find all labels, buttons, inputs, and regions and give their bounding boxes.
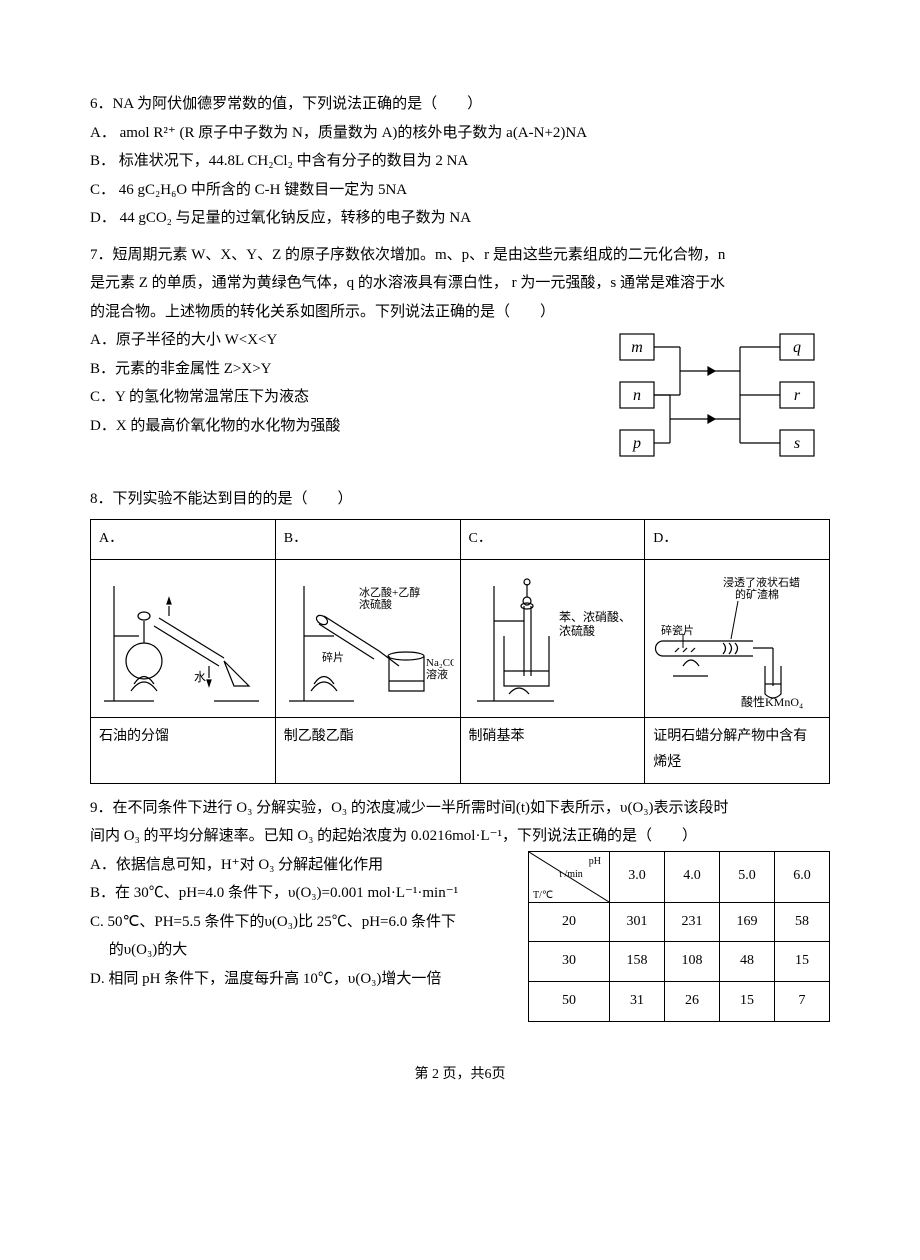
q9-ph-1: 4.0: [665, 851, 720, 902]
q9-v-11: 108: [665, 942, 720, 982]
svg-text:q: q: [793, 339, 801, 356]
q8-table: A． B． C． D．: [90, 519, 830, 784]
question-9: 9．在不同条件下进行 O₃ 分解实验，O₃ 的浓度减少一半所需时间(t)如下表所…: [90, 794, 830, 1022]
q8-apparatus-c: 苯、浓硝酸、浓硫酸: [460, 559, 645, 717]
q8-apparatus-b: 冰乙酸+乙醇浓硫酸 碎片 Na₂CO₃溶液: [275, 559, 460, 717]
q9-stem-2: 间内 O₃ 的平均分解速率。已知 O₃ 的起始浓度为 0.0216mol·L⁻¹…: [90, 822, 830, 851]
q7-opt-a: A．原子半径的大小 W<X<Y: [90, 326, 600, 355]
svg-text:T/℃: T/℃: [533, 890, 553, 901]
q6-opt-c: C． 46 gC₂H₆O 中所含的 C-H 键数目一定为 5NA: [90, 176, 830, 205]
q8-head-b: B．: [275, 520, 460, 560]
q9-opt-b: B．在 30℃、pH=4.0 条件下，υ(O₃)=0.001 mol·L⁻¹·m…: [90, 879, 514, 908]
q9-opt-a: A．依据信息可知，H⁺对 O₃ 分解起催化作用: [90, 851, 514, 880]
page-footer: 第 2 页，共6页: [90, 1062, 830, 1089]
q6-stem: 6．NA 为阿伏伽德罗常数的值，下列说法正确的是（ ）: [90, 90, 830, 119]
svg-text:p: p: [632, 435, 641, 452]
q9-ph-2: 5.0: [720, 851, 775, 902]
svg-text:n: n: [633, 387, 641, 404]
q9-v-02: 169: [720, 902, 775, 942]
q7-stem-2: 是元素 Z 的单质，通常为黄绿色气体，q 的水溶液具有漂白性， r 为一元强酸，…: [90, 269, 830, 298]
svg-text:苯、浓硝酸、浓硫酸: 苯、浓硝酸、浓硫酸: [559, 609, 631, 638]
q9-v-01: 231: [665, 902, 720, 942]
q7-opt-b: B．元素的非金属性 Z>X>Y: [90, 355, 600, 384]
q9-v-22: 15: [720, 981, 775, 1021]
svg-text:碎瓷片: 碎瓷片: [661, 623, 694, 637]
q9-diag-cell: pH t /min T/℃: [529, 851, 610, 902]
q8-apparatus-a: 水: [91, 559, 276, 717]
svg-text:m: m: [631, 339, 643, 356]
svg-text:s: s: [794, 435, 800, 452]
question-7: 7．短周期元素 W、X、Y、Z 的原子序数依次增加。m、p、r 是由这些元素组成…: [90, 241, 830, 477]
q7-opt-d: D．X 的最高价氧化物的水化物为强酸: [90, 412, 600, 441]
svg-text:冰乙酸+乙醇浓硫酸: 冰乙酸+乙醇浓硫酸: [359, 585, 420, 611]
q9-ph-3: 6.0: [775, 851, 830, 902]
q9-opt-c1: C. 50℃、PH=5.5 条件下的υ(O₃)比 25℃、pH=6.0 条件下: [90, 908, 514, 937]
q8-head-c: C．: [460, 520, 645, 560]
svg-text:Na₂CO₃溶液: Na₂CO₃溶液: [426, 657, 454, 681]
svg-text:r: r: [794, 387, 801, 404]
page: 6．NA 为阿伏伽德罗常数的值，下列说法正确的是（ ） A． amol R²⁺ …: [0, 0, 920, 1128]
q9-table: pH t /min T/℃ 3.0 4.0 5.0 6.0 20 301 231…: [528, 851, 830, 1022]
q7-stem-1: 7．短周期元素 W、X、Y、Z 的原子序数依次增加。m、p、r 是由这些元素组成…: [90, 241, 830, 270]
q9-v-23: 7: [775, 981, 830, 1021]
q8-stem: 8．下列实验不能达到目的的是（ ）: [90, 485, 830, 514]
q9-v-20: 31: [610, 981, 665, 1021]
q8-head-a: A．: [91, 520, 276, 560]
q8-apparatus-d: 浸透了液状石蜡的矿渣棉 碎瓷片 酸性KMnO₄: [645, 559, 830, 717]
q8-caption-d: 证明石蜡分解产物中含有烯烃: [645, 717, 830, 783]
q7-opt-c: C．Y 的氢化物常温常压下为液态: [90, 383, 600, 412]
q6-opt-d: D． 44 gCO₂ 与足量的过氧化钠反应，转移的电子数为 NA: [90, 204, 830, 233]
svg-text:碎片: 碎片: [322, 650, 344, 664]
svg-text:t /min: t /min: [559, 869, 583, 880]
q9-v-03: 58: [775, 902, 830, 942]
svg-text:pH: pH: [589, 856, 601, 867]
q9-ph-0: 3.0: [610, 851, 665, 902]
q9-opt-d: D. 相同 pH 条件下，温度每升高 10℃，υ(O₃)增大一倍: [90, 965, 514, 994]
q8-caption-b: 制乙酸乙酯: [275, 717, 460, 783]
q9-T-1: 30: [529, 942, 610, 982]
svg-text:浸透了液状石蜡的矿渣棉: 浸透了液状石蜡的矿渣棉: [723, 575, 800, 601]
q9-v-12: 48: [720, 942, 775, 982]
q7-diagram: m n p q r s: [610, 326, 830, 477]
q9-T-2: 50: [529, 981, 610, 1021]
svg-text:水: 水: [194, 670, 206, 684]
q9-opt-c2: 的υ(O₃)的大: [90, 936, 514, 965]
q9-v-00: 301: [610, 902, 665, 942]
q6-opt-a: A． amol R²⁺ (R 原子中子数为 N，质量数为 A)的核外电子数为 a…: [90, 119, 830, 148]
q8-caption-c: 制硝基苯: [460, 717, 645, 783]
q9-T-0: 20: [529, 902, 610, 942]
q9-v-10: 158: [610, 942, 665, 982]
q8-caption-a: 石油的分馏: [91, 717, 276, 783]
q9-v-13: 15: [775, 942, 830, 982]
question-8: 8．下列实验不能达到目的的是（ ） A． B． C． D．: [90, 485, 830, 784]
q6-opt-b: B． 标准状况下，44.8L CH₂Cl₂ 中含有分子的数目为 2 NA: [90, 147, 830, 176]
svg-text:酸性KMnO₄: 酸性KMnO₄: [741, 694, 803, 709]
question-6: 6．NA 为阿伏伽德罗常数的值，下列说法正确的是（ ） A． amol R²⁺ …: [90, 90, 830, 233]
q9-v-21: 26: [665, 981, 720, 1021]
q7-stem-3: 的混合物。上述物质的转化关系如图所示。下列说法正确的是（ ）: [90, 298, 830, 327]
q8-head-d: D．: [645, 520, 830, 560]
q9-stem-1: 9．在不同条件下进行 O₃ 分解实验，O₃ 的浓度减少一半所需时间(t)如下表所…: [90, 794, 830, 823]
